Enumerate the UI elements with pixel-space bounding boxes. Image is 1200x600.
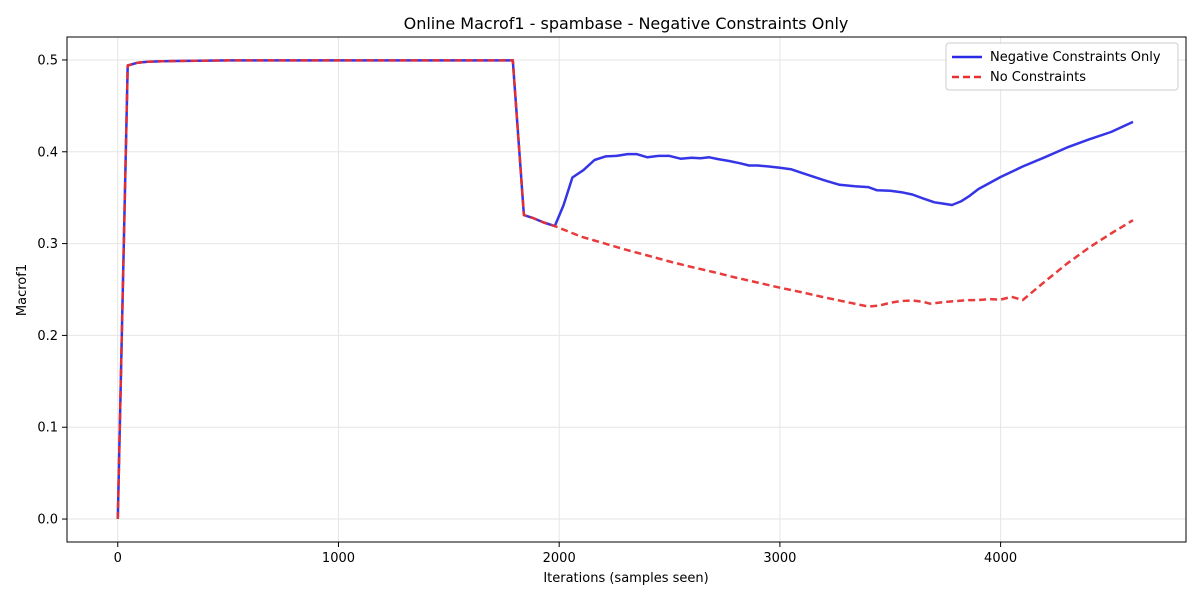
series-line-negative-constraints bbox=[116, 59, 1134, 520]
y-axis: 0.0 0.1 0.2 0.3 0.4 0.5 bbox=[37, 53, 67, 528]
x-tick-label: 2000 bbox=[543, 551, 576, 566]
legend-box bbox=[945, 42, 1179, 91]
y-tick-label: 0.5 bbox=[37, 53, 58, 68]
grid-lines bbox=[67, 37, 1186, 542]
y-tick-label: 0.2 bbox=[37, 329, 58, 344]
y-tick-label: 0.4 bbox=[37, 145, 58, 160]
chart-title: Online Macrof1 - spambase - Negative Con… bbox=[404, 14, 849, 33]
y-tick-label: 0.3 bbox=[37, 237, 58, 252]
legend-label-negative-constraints: Negative Constraints Only bbox=[990, 50, 1161, 65]
x-tick-label: 4000 bbox=[984, 551, 1017, 566]
x-axis: 0 1000 2000 3000 4000 bbox=[114, 542, 1017, 566]
series-layer bbox=[116, 59, 1134, 520]
x-axis-label: Iterations (samples seen) bbox=[543, 571, 708, 586]
legend: Negative Constraints Only No Constraints bbox=[945, 42, 1179, 91]
y-tick-label: 0.0 bbox=[37, 513, 58, 528]
y-tick-label: 0.1 bbox=[37, 421, 58, 436]
x-tick-label: 0 bbox=[114, 551, 122, 566]
x-tick-label: 1000 bbox=[322, 551, 355, 566]
y-axis-label: Macrof1 bbox=[15, 264, 30, 316]
legend-label-no-constraints: No Constraints bbox=[990, 70, 1086, 85]
series-line-no-constraints bbox=[116, 59, 1134, 520]
plot-area-frame bbox=[66, 36, 1187, 543]
x-tick-label: 3000 bbox=[763, 551, 796, 566]
